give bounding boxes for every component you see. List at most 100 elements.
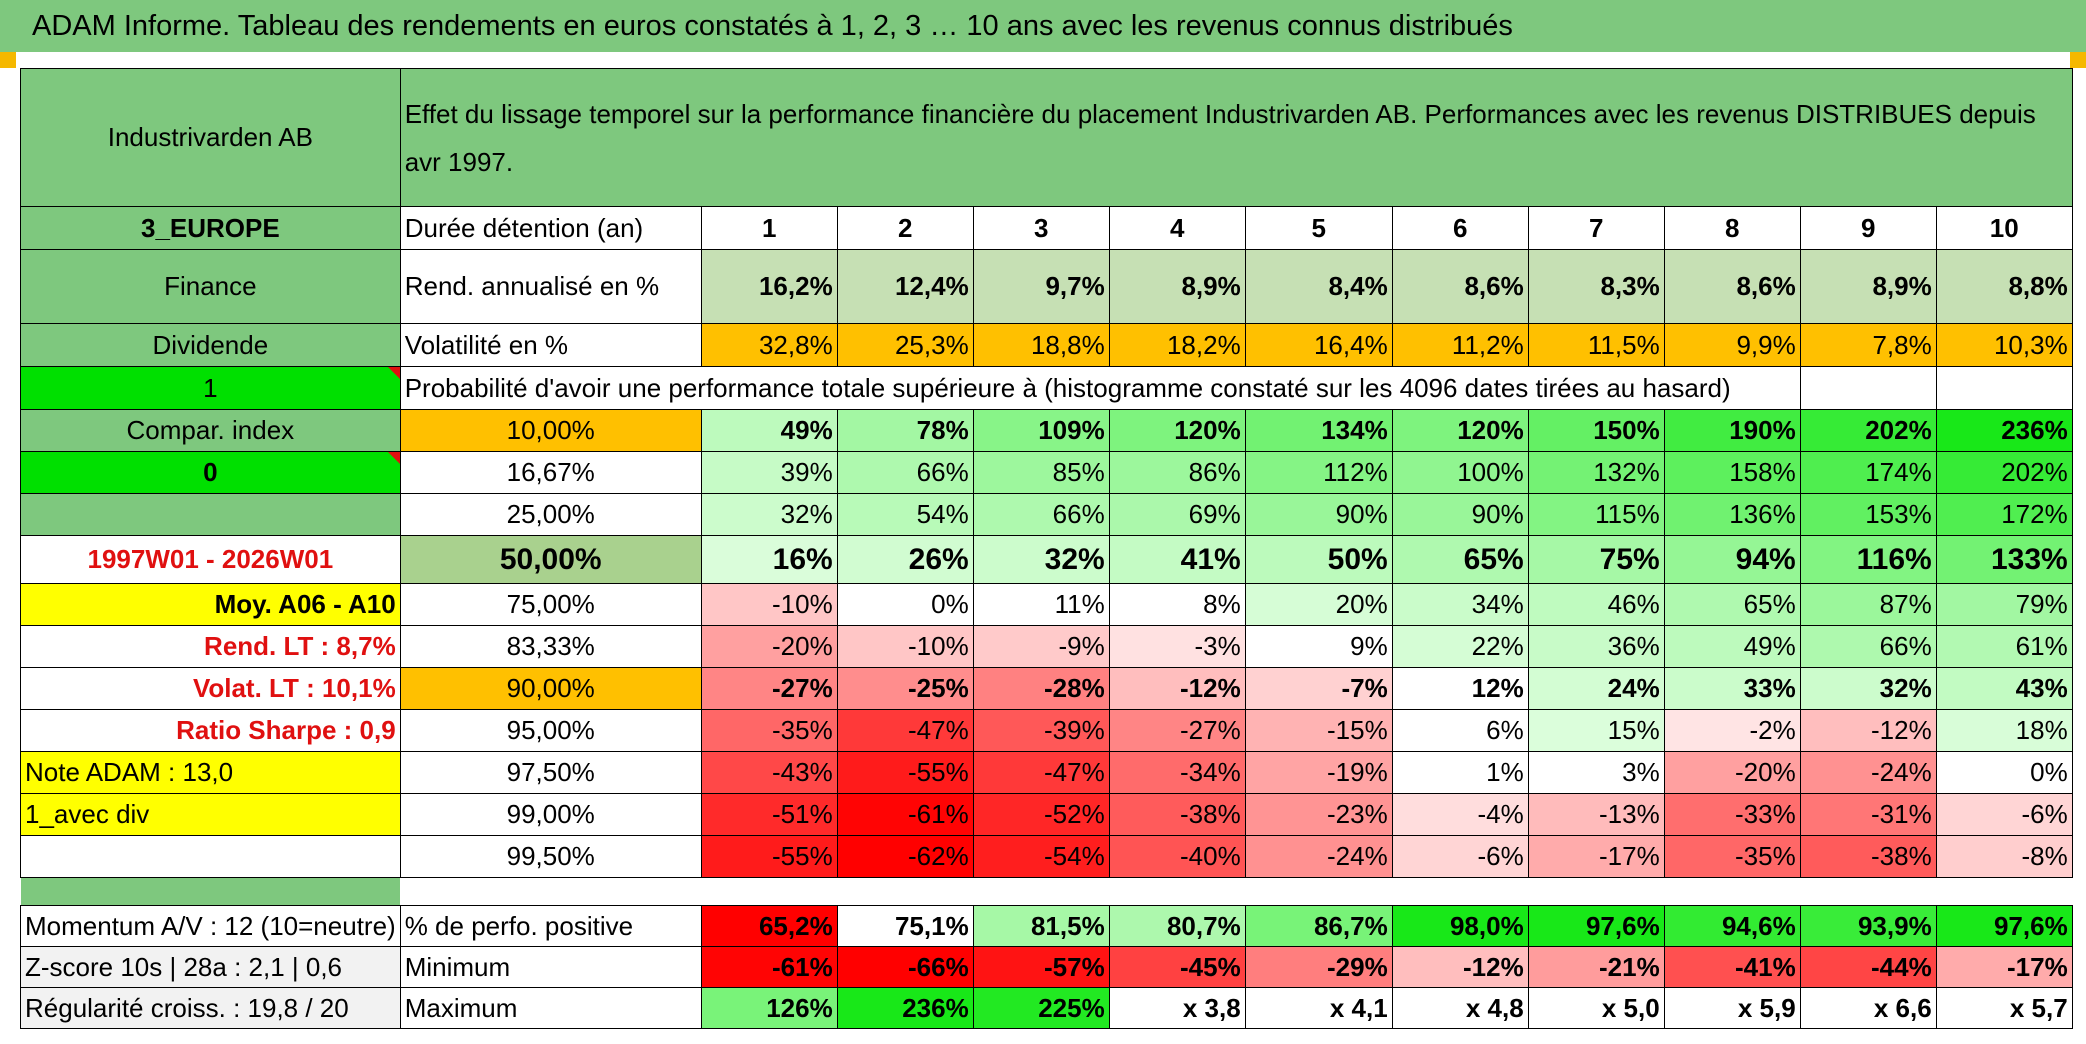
minimum-value: -44% (1799, 946, 1937, 988)
volat-value: 16,4% (1244, 323, 1393, 367)
field-0[interactable]: 0 (20, 451, 401, 494)
minimum-value: -66% (836, 946, 974, 988)
prob-value: 120% (1391, 409, 1529, 452)
rend-value: 8,8% (1935, 249, 2073, 324)
empty-cell (1935, 366, 2073, 410)
prob-value: 16% (700, 535, 838, 584)
prob-value: -55% (836, 751, 974, 794)
prob-value: -54% (972, 835, 1110, 878)
prob-value: 112% (1244, 451, 1393, 494)
prob-value: 90% (1244, 493, 1393, 536)
description: Effet du lissage temporel sur la perform… (399, 68, 2073, 207)
rend-value: 16,2% (700, 249, 838, 324)
prob-value: -17% (1527, 835, 1665, 878)
prob-value: 78% (836, 409, 974, 452)
positive-value: 98,0% (1391, 905, 1529, 947)
prob-value: -35% (1663, 835, 1801, 878)
prob-value: 33% (1663, 667, 1801, 710)
volat-value: 9,9% (1663, 323, 1801, 367)
threshold-value: 75,00% (399, 583, 702, 626)
page-title: ADAM Informe. Tableau des rendements en … (32, 10, 1513, 42)
prob-value: -20% (700, 625, 838, 668)
positive-value: 97,6% (1527, 905, 1665, 947)
prob-value: 190% (1663, 409, 1801, 452)
zone-label: 3_EUROPE (20, 206, 401, 250)
prob-value: -8% (1935, 835, 2073, 878)
prob-value: 65% (1391, 535, 1529, 584)
minimum-value: -57% (972, 946, 1110, 988)
threshold-value: 95,00% (399, 709, 702, 752)
prob-value: -9% (972, 625, 1110, 668)
sector-label: Finance (20, 249, 401, 324)
prob-value: -61% (836, 793, 974, 836)
prob-value: -47% (972, 751, 1110, 794)
year-header: 10 (1935, 206, 2073, 250)
year-header: 7 (1527, 206, 1665, 250)
positive-row: Momentum A/V : 12 (10=neutre)% de perfo.… (20, 905, 2073, 947)
prob-value: 75% (1527, 535, 1665, 584)
maximum-value: x 4,8 (1391, 987, 1529, 1029)
prob-value: 20% (1244, 583, 1393, 626)
prob-value: 39% (700, 451, 838, 494)
prob-value: -20% (1663, 751, 1801, 794)
prob-value: 174% (1799, 451, 1937, 494)
volat-label: Volatilité en % (399, 323, 702, 367)
positive-value: 81,5% (972, 905, 1110, 947)
prob-value: 36% (1527, 625, 1665, 668)
positive-label: % de perfo. positive (399, 905, 702, 947)
prob-value: 0% (836, 583, 974, 626)
prob-value: 150% (1527, 409, 1665, 452)
minimum-value: -61% (700, 946, 838, 988)
maximum-value: x 4,1 (1244, 987, 1393, 1029)
corner-marker (0, 52, 16, 68)
rend-value: 8,9% (1799, 249, 1937, 324)
prob-value: 90% (1391, 493, 1529, 536)
prob-value: 32% (700, 493, 838, 536)
threshold-value: 10,00% (399, 409, 702, 452)
prob-value: 66% (836, 451, 974, 494)
prob-value: 109% (972, 409, 1110, 452)
minimum-value: -12% (1391, 946, 1529, 988)
positive-value: 94,6% (1663, 905, 1801, 947)
year-header: 2 (836, 206, 974, 250)
table-row: 0 16,67% 39% 66% 85% 86% 112% 100% 132% 158% 174% 2… (20, 451, 2073, 494)
income-type-label: Dividende (20, 323, 401, 367)
table-row: 99,50% -55% -62% -54% -40% -24% -6% -17% -35% -38… (20, 835, 2073, 878)
volat-value: 18,8% (972, 323, 1110, 367)
prob-value: 158% (1663, 451, 1801, 494)
prob-value: 26% (836, 535, 974, 584)
year-header: 8 (1663, 206, 1801, 250)
prob-value: -33% (1663, 793, 1801, 836)
positive-value: 93,9% (1799, 905, 1937, 947)
rend-value: 8,6% (1391, 249, 1529, 324)
positive-value: 75,1% (836, 905, 974, 947)
prob-value: 11% (972, 583, 1110, 626)
volat-value: 25,3% (836, 323, 974, 367)
prob-value: 136% (1663, 493, 1801, 536)
prob-value: 8% (1108, 583, 1246, 626)
prob-value: -51% (700, 793, 838, 836)
volat-value: 11,2% (1391, 323, 1529, 367)
minimum-value: -29% (1244, 946, 1393, 988)
prob-value: -2% (1663, 709, 1801, 752)
prob-value: -12% (1108, 667, 1246, 710)
prob-value: 202% (1935, 451, 2073, 494)
prob-value: -55% (700, 835, 838, 878)
maximum-value: x 6,6 (1799, 987, 1937, 1029)
field-1[interactable]: 1 (20, 366, 401, 410)
prob-value: 120% (1108, 409, 1246, 452)
year-header: 5 (1244, 206, 1393, 250)
years-row: 3_EUROPE Durée détention (an) 1 2 3 4 5 6 7 8 9 10 (20, 206, 2073, 250)
proba-label: Probabilité d'avoir une performance tota… (399, 366, 1801, 410)
prob-value: -15% (1244, 709, 1393, 752)
prob-value: -7% (1244, 667, 1393, 710)
prob-value: -4% (1391, 793, 1529, 836)
prob-value: -10% (700, 583, 838, 626)
year-header: 4 (1108, 206, 1246, 250)
compar-index-label: Compar. index (20, 409, 401, 452)
positive-value: 86,7% (1244, 905, 1393, 947)
threshold-value: 16,67% (399, 451, 702, 494)
threshold-value: 83,33% (399, 625, 702, 668)
prob-value: -6% (1935, 793, 2073, 836)
prob-value: 94% (1663, 535, 1801, 584)
